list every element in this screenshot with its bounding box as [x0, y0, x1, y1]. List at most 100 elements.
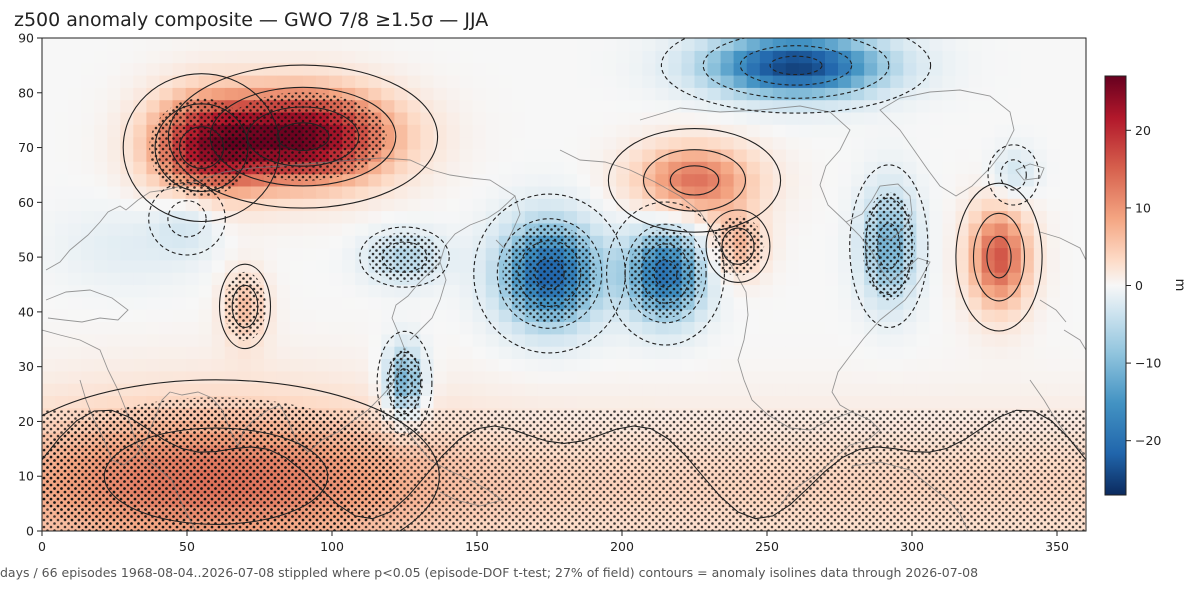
heatmap-cell	[446, 259, 461, 273]
heatmap-cell	[629, 124, 643, 138]
heatmap-cell	[498, 50, 513, 64]
heatmap-cell	[1033, 321, 1048, 335]
coastline-se-asia-islands	[399, 419, 504, 507]
heatmap-cell	[968, 259, 983, 273]
heatmap-cell	[511, 346, 526, 359]
heatmap-cell	[1073, 111, 1086, 125]
heatmap-cell	[355, 222, 369, 236]
heatmap-cell	[342, 333, 356, 347]
heatmap-cell	[524, 161, 539, 175]
coastline-europe-west	[1039, 231, 1086, 351]
heatmap-cell	[1033, 296, 1048, 310]
heatmap-cell	[263, 210, 278, 224]
heatmap-cell	[172, 87, 187, 101]
heatmap-cell	[394, 124, 408, 138]
heatmap-cell	[812, 383, 826, 396]
heatmap-cell	[668, 111, 683, 125]
heatmap-cell	[485, 136, 500, 150]
heatmap-cell	[55, 173, 69, 187]
heatmap-cell	[1059, 395, 1074, 409]
heatmap-cell	[303, 198, 317, 212]
heatmap-cell	[838, 235, 852, 249]
heatmap-cell	[838, 148, 852, 162]
coastline-south-asia	[169, 391, 355, 453]
heatmap-cell	[316, 75, 330, 88]
heatmap-cell	[668, 173, 683, 187]
heatmap-cell	[120, 370, 134, 384]
heatmap-cell	[812, 87, 826, 101]
heatmap-cell	[785, 296, 800, 310]
colorbar-gradient	[1104, 75, 1127, 496]
heatmap-cell	[838, 383, 852, 396]
heatmap-cell	[707, 383, 722, 396]
heatmap-cell	[394, 173, 408, 187]
heatmap-cell	[707, 161, 722, 175]
heatmap-cell	[642, 148, 656, 162]
heatmap-cell	[420, 309, 435, 322]
heatmap-cell	[355, 370, 369, 384]
heatmap-cell	[524, 321, 539, 335]
heatmap-cell	[681, 210, 696, 224]
heatmap-cell	[498, 370, 513, 384]
heatmap-cell	[551, 395, 565, 409]
heatmap-cell	[485, 358, 500, 372]
stipple-layer	[42, 92, 1086, 531]
heatmap-cell	[590, 395, 604, 409]
heatmap-cell	[433, 235, 448, 249]
heatmap-cell	[342, 222, 356, 236]
heatmap-cell	[133, 259, 147, 273]
heatmap-cell	[381, 173, 395, 187]
heatmap-cell	[746, 185, 761, 199]
heatmap-cell	[1007, 148, 1022, 162]
heatmap-cell	[929, 210, 944, 224]
heatmap-cell	[694, 321, 709, 335]
heatmap-cell	[185, 370, 200, 384]
heatmap-cell	[1046, 259, 1061, 273]
heatmap-cell	[746, 87, 761, 101]
heatmap-cell	[133, 87, 147, 101]
heatmap-cell	[916, 124, 930, 138]
heatmap-cell	[968, 62, 983, 76]
contour-negative	[148, 182, 226, 256]
heatmap-cell	[707, 284, 722, 298]
colorbar-label: m	[1172, 279, 1187, 292]
heatmap-cell	[629, 321, 643, 335]
heatmap-cell	[237, 370, 252, 384]
heatmap-cell	[798, 309, 813, 322]
heatmap-cell	[289, 383, 304, 396]
heatmap-cell	[707, 395, 722, 409]
heatmap-cell	[994, 136, 1009, 150]
heatmap-cell	[603, 62, 617, 76]
heatmap-cell	[68, 259, 82, 273]
heatmap-cell	[107, 161, 121, 175]
heatmap-cell	[198, 346, 213, 359]
heatmap-cell	[1046, 87, 1061, 101]
colorbar-tick-label: 20	[1135, 123, 1151, 138]
heatmap-cell	[1073, 173, 1086, 187]
heatmap-cell	[590, 296, 604, 310]
heatmap-cell	[1073, 259, 1086, 273]
heatmap-cell	[903, 62, 917, 76]
heatmap-cell	[955, 38, 970, 51]
heatmap-cell	[1073, 124, 1086, 138]
heatmap-cell	[276, 247, 291, 261]
contour-negative	[167, 200, 207, 238]
heatmap-cell	[342, 296, 356, 310]
heatmap-cell	[551, 148, 565, 162]
heatmap-cell	[250, 247, 265, 261]
heatmap-cell	[746, 333, 761, 347]
heatmap-cell	[707, 62, 722, 76]
x-axis: 0 50 100 150 200 250 300 350	[38, 531, 1069, 554]
heatmap-cell	[981, 247, 996, 261]
heatmap-cell	[890, 383, 904, 396]
heatmap-cell	[851, 173, 865, 187]
heatmap-cell	[968, 50, 983, 64]
heatmap-cell	[407, 309, 422, 322]
heatmap-cell	[133, 309, 147, 322]
heatmap-cell	[472, 321, 487, 335]
heatmap-cell	[1059, 333, 1074, 347]
heatmap-cell	[250, 358, 265, 372]
heatmap-cell	[459, 38, 474, 51]
heatmap-cell	[694, 296, 709, 310]
heatmap-cell	[864, 296, 878, 310]
